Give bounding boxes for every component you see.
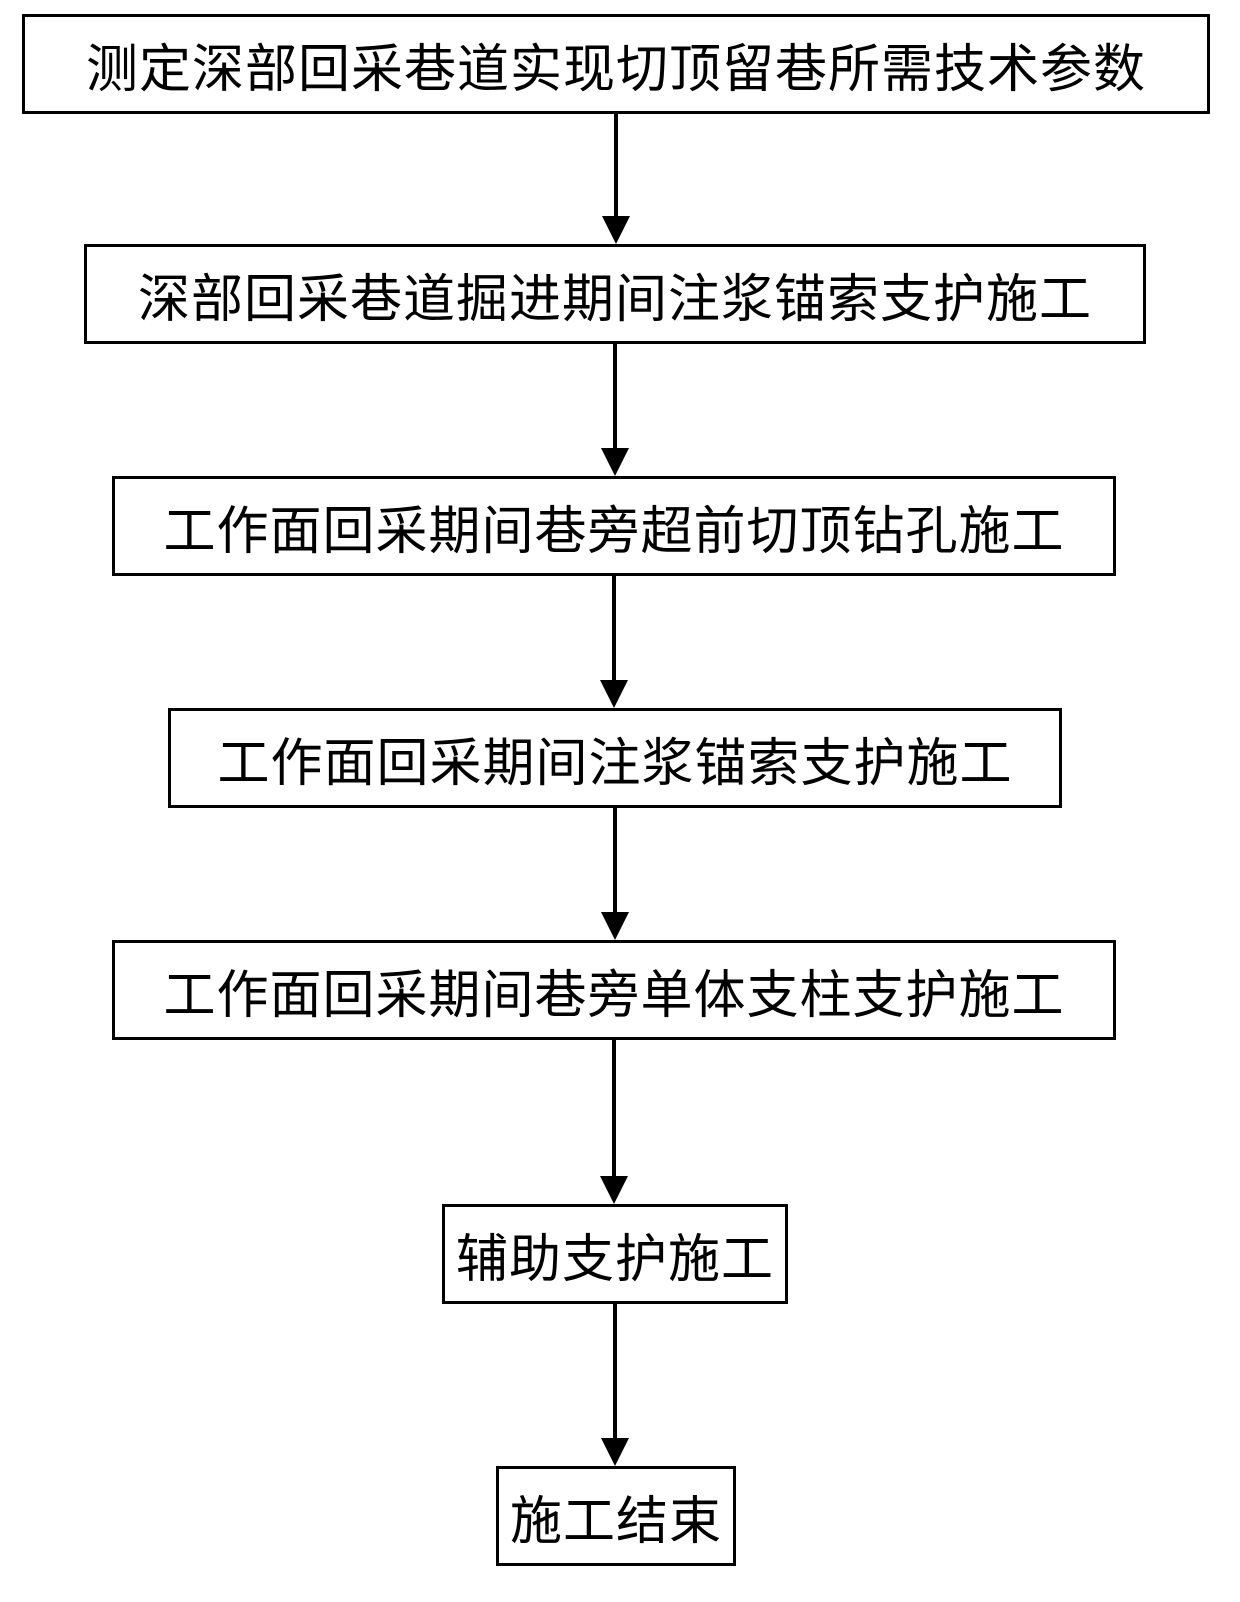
flow-node-n3: 工作面回采期间巷旁超前切顶钻孔施工 [112,476,1116,576]
arrow-head-n5-n6 [600,1176,628,1207]
flow-node-n6: 辅助支护施工 [442,1204,788,1304]
flow-node-n2: 深部回采巷道掘进期间注浆锚索支护施工 [84,244,1146,344]
arrow-head-n3-n4 [600,680,628,711]
flow-node-n7: 施工结束 [496,1466,736,1566]
arrow-head-n6-n7 [601,1438,629,1469]
flow-node-n4: 工作面回采期间注浆锚索支护施工 [168,708,1062,808]
arrow-shaft-n2-n3 [613,344,617,448]
arrow-shaft-n5-n6 [612,1040,616,1176]
arrow-head-n4-n5 [601,912,629,943]
flow-node-n5: 工作面回采期间巷旁单体支柱支护施工 [112,940,1116,1040]
arrow-shaft-n6-n7 [613,1304,617,1438]
arrow-shaft-n3-n4 [612,576,616,680]
flowchart-canvas: 测定深部回采巷道实现切顶留巷所需技术参数深部回采巷道掘进期间注浆锚索支护施工工作… [0,0,1240,1602]
arrow-head-n1-n2 [602,216,630,247]
arrow-head-n2-n3 [601,448,629,479]
arrow-shaft-n4-n5 [613,808,617,912]
flow-node-n1: 测定深部回采巷道实现切顶留巷所需技术参数 [22,14,1210,114]
arrow-shaft-n1-n2 [614,114,618,216]
